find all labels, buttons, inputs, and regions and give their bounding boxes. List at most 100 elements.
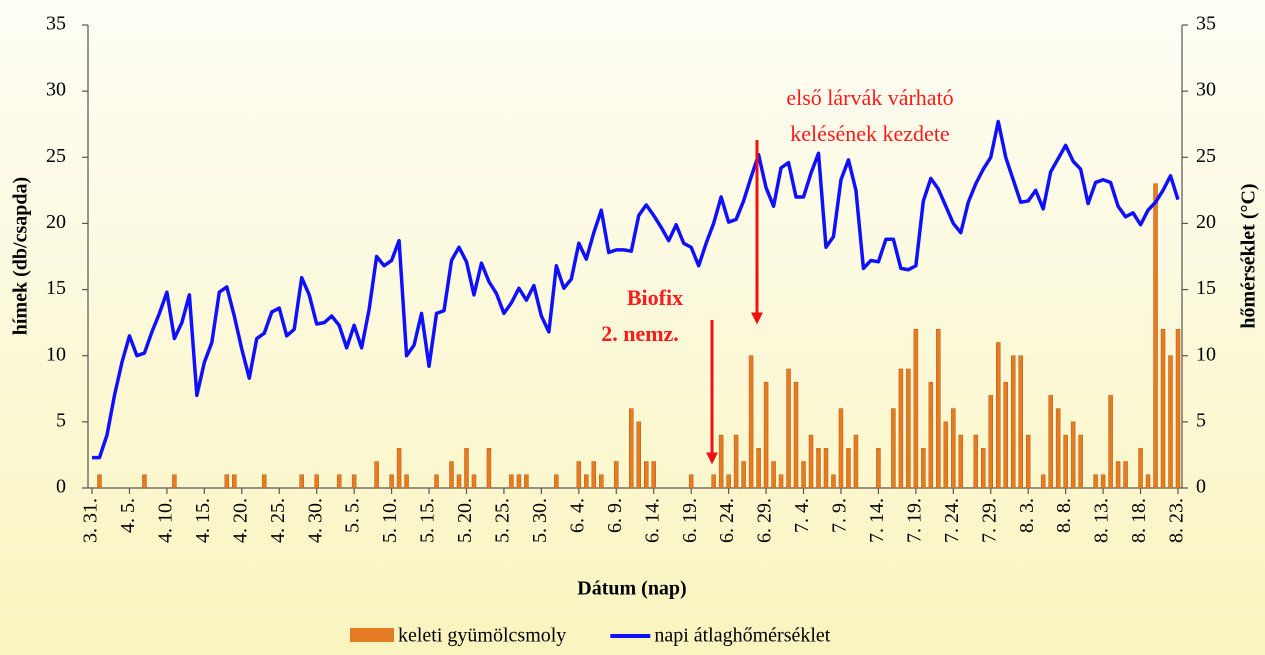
bar [314,474,319,489]
bar [853,434,859,489]
bar [808,434,814,489]
x-tick-label: 6. 29. [754,498,776,543]
x-tick-label: 5. 10. [379,498,401,543]
x-tick-label: 3. 31. [80,498,102,543]
x-tick-label: 5. 15. [417,498,439,543]
y2-tick-label: 25 [1196,145,1216,167]
bar [636,421,641,489]
x-tick-label: 7. 29. [978,498,1000,543]
bar [599,474,604,489]
bar [509,474,514,489]
legend-swatch [350,628,394,642]
bar [584,474,589,489]
y-tick-label: 25 [46,145,66,167]
bar [1123,461,1128,489]
bar [1063,434,1068,489]
bar [1055,408,1061,489]
y-tick-label: 20 [46,211,66,233]
bar [172,474,177,489]
bar [404,474,409,489]
bar [651,461,656,489]
bar [456,474,462,489]
bar [629,408,634,489]
x-tick-label: 4. 5. [117,498,139,533]
x-axis-label: Dátum (nap) [577,578,686,600]
bar [928,381,934,489]
bar [1078,434,1083,489]
y-tick-label: 5 [56,409,66,431]
y-tick-label: 30 [46,79,66,101]
bar [943,421,949,489]
x-tick-label: 8. 13. [1091,498,1113,543]
bar [1168,355,1173,489]
x-tick-label: 5. 30. [529,498,551,543]
x-tick-label: 4. 30. [304,498,326,543]
y2-tick-label: 35 [1196,13,1216,35]
legend-label: keleti gyümölcsmoly [398,625,566,647]
bar [389,474,394,489]
y2-tick-label: 30 [1196,79,1216,101]
x-tick-label: 8. 23. [1166,498,1188,543]
y-tick-label: 10 [46,343,66,365]
x-tick-label: 8. 8. [1053,498,1075,533]
y2-tick-label: 15 [1196,277,1216,299]
bar [921,448,926,489]
x-tick-label: 4. 15. [192,498,214,543]
bar [981,448,986,489]
bar [336,474,342,489]
bar [748,355,754,489]
bar [1093,474,1098,489]
bar [1145,474,1151,489]
bar [262,474,267,489]
bar [1175,329,1181,489]
legend-label: napi átlaghőmérséklet [654,625,830,647]
bar [988,395,994,489]
bar [1018,355,1023,489]
y2-tick-label: 5 [1196,409,1206,431]
y-tick-label: 15 [46,277,66,299]
bar [449,461,454,489]
bar [741,461,746,489]
plot-area: 0 5 10 15 20 25 30 35 0 5 10 15 20 25 30 35 3. 31. 4. 5. 4… [46,13,1216,543]
bar [793,381,799,489]
x-tick-label: 5. 20. [454,498,476,543]
bar [778,474,784,489]
bar [898,368,904,489]
bar [913,329,919,489]
bar [891,408,896,489]
bar [816,448,821,489]
x-tick-label: 8. 3. [1016,498,1038,533]
bar [1003,381,1008,489]
y2-axis-label: hőmérséklet (°C) [1238,183,1260,328]
x-tick-label: 4. 20. [229,498,251,543]
x-tick-label: 5. 25. [492,498,514,543]
bar [1040,474,1046,489]
x-tick-label: 8. 18. [1128,498,1150,543]
x-tick-label: 6. 14. [641,498,663,543]
bar [299,474,304,489]
bar [951,408,956,489]
bar [1108,395,1113,489]
x-tick-label: 4. 25. [267,498,289,543]
bar [142,474,147,489]
x-tick-label: 6. 9. [604,498,626,533]
bar [643,461,649,489]
annotation: Biofix [627,285,683,310]
bar [614,461,619,489]
annotation: kelésének kezdete [790,121,949,146]
bar [1100,474,1106,489]
bar [374,461,379,489]
bar [1115,461,1121,489]
x-tick-label: 7. 9. [829,498,851,533]
bar [823,448,829,489]
y-tick-label: 35 [46,13,66,35]
legend: keleti gyümölcsmoly napi átlaghőmérséklet [350,625,831,647]
annotation: 2. nemz. [601,321,679,346]
y2-tick-label: 20 [1196,211,1216,233]
bar [688,474,694,489]
bar [995,342,1001,489]
bar [1048,395,1053,489]
bar [576,461,582,489]
x-tick-label: 7. 14. [866,498,888,543]
